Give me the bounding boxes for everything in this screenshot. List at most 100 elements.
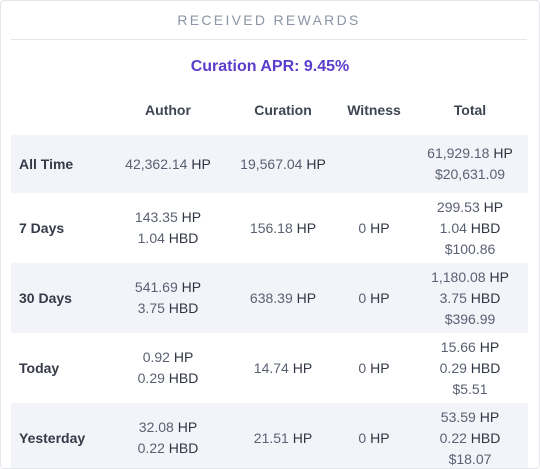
amount-unit: HP — [302, 155, 326, 172]
amount-value: 61,929.18 — [427, 145, 490, 161]
row-label: 7 Days — [19, 220, 65, 236]
amount-unit: HP — [292, 219, 317, 236]
amount-unit: HP — [177, 279, 202, 295]
amount-line: 19,567.04 HP — [240, 154, 326, 175]
amount-line: $396.99 — [445, 309, 496, 330]
column-header-total: Total — [453, 102, 487, 118]
witness-cell: 0 HP — [341, 333, 407, 403]
amount-value: 1,180.08 — [431, 268, 486, 285]
amount-unit: HP — [475, 338, 500, 355]
amount-line: 15.66 HP — [441, 337, 499, 358]
amount-unit: HBD — [164, 370, 199, 386]
amount-value: 299.53 — [436, 198, 480, 215]
amount-value: 32.08 — [138, 419, 174, 435]
amount-line: 1.04 HBD — [440, 218, 501, 239]
curation-cell: 21.51 HP — [233, 403, 333, 468]
amount-line: 3.75 HBD — [138, 298, 199, 319]
total-cell: 15.66 HP 0.29 HBD $5.51 — [411, 333, 529, 403]
author-cell: 0.92 HP 0.29 HBD — [113, 333, 223, 403]
amount-value: 42,362.14 — [125, 155, 188, 172]
amount-line: 0 HP — [358, 288, 389, 309]
amount-value: $18.07 — [448, 450, 492, 467]
total-cell: 1,180.08 HP 3.75 HBD $396.99 — [411, 263, 529, 333]
row-label: 30 Days — [19, 290, 72, 306]
row-label: Yesterday — [19, 430, 86, 446]
author-cell: 42,362.14 HP — [113, 135, 223, 193]
amount-value: 0 — [358, 219, 367, 236]
amount-line: 3.75 HBD — [440, 288, 501, 309]
amount-line: $100.86 — [445, 239, 496, 260]
card-title: RECEIVED REWARDS — [11, 1, 527, 40]
amount-line: 53.59 HP — [441, 407, 499, 428]
amount-line: 0.92 HP — [143, 347, 194, 368]
amount-unit: HBD — [164, 300, 199, 316]
author-cell: 143.35 HP 1.04 HBD — [113, 193, 223, 263]
amount-line: 0.29 HBD — [138, 368, 199, 389]
amount-unit: HP — [288, 359, 313, 376]
curation-cell: 19,567.04 HP — [233, 135, 333, 193]
amount-line: 32.08 HP — [139, 417, 197, 438]
amount-line: 21.51 HP — [254, 428, 312, 449]
curation-cell: 638.39 HP — [233, 263, 333, 333]
table-row: 30 Days 541.69 HP 3.75 HBD 638.39 HP 0 HP 1,1… — [11, 263, 528, 333]
amount-line: 299.53 HP — [437, 197, 503, 218]
amount-line: $18.07 — [449, 449, 492, 469]
amount-unit: HBD — [466, 359, 501, 376]
witness-cell — [341, 135, 407, 193]
amount-unit: HP — [292, 289, 317, 306]
amount-unit: HP — [288, 429, 313, 446]
amount-unit: HP — [485, 268, 509, 285]
total-cell: 299.53 HP 1.04 HBD $100.86 — [411, 193, 529, 263]
amount-line: 638.39 HP — [250, 288, 316, 309]
amount-value: 1.04 — [137, 230, 165, 246]
amount-value: $396.99 — [444, 310, 496, 327]
amount-unit: HP — [366, 219, 390, 236]
amount-value: 1.04 — [439, 219, 467, 236]
amount-value: 541.69 — [134, 279, 178, 295]
amount-value: 0 — [358, 289, 367, 306]
amount-line: 14.74 HP — [254, 358, 312, 379]
amount-line: 1,180.08 HP — [431, 267, 509, 288]
amount-unit: HBD — [466, 289, 501, 306]
witness-cell: 0 HP — [341, 193, 407, 263]
amount-value: 156.18 — [249, 219, 293, 236]
amount-value: 14.74 — [253, 359, 289, 376]
amount-value: 0.29 — [439, 359, 467, 376]
total-cell: 61,929.18 HP $20,631.09 — [411, 135, 529, 193]
amount-value: 638.39 — [249, 289, 293, 306]
table-row: Yesterday 32.08 HP 0.22 HBD 21.51 HP 0 HP 53.… — [11, 403, 528, 469]
amount-value: 143.35 — [134, 209, 178, 225]
curation-cell: 14.74 HP — [233, 333, 333, 403]
amount-unit: HBD — [164, 230, 199, 246]
amount-value: 53.59 — [440, 408, 476, 425]
amount-unit: HP — [489, 145, 513, 161]
row-label: Today — [19, 360, 60, 376]
amount-unit: HBD — [164, 440, 199, 456]
amount-value: 21.51 — [253, 429, 289, 446]
amount-line: 0.22 HBD — [138, 438, 199, 459]
amount-line: 0.22 HBD — [440, 428, 501, 449]
table-row: Today 0.92 HP 0.29 HBD 14.74 HP 0 HP 15.66 HP… — [11, 333, 528, 403]
amount-unit: HP — [177, 209, 202, 225]
amount-value: $5.51 — [452, 380, 488, 397]
amount-line: 0 HP — [358, 218, 389, 239]
amount-unit: HP — [366, 289, 390, 306]
amount-unit: HBD — [466, 429, 501, 446]
amount-value: $20,631.09 — [434, 166, 506, 182]
column-header-witness: Witness — [347, 102, 401, 118]
amount-value: 0.29 — [137, 370, 165, 386]
amount-unit: HP — [173, 419, 198, 435]
amount-unit: HP — [169, 349, 194, 365]
table-row: All Time 42,362.14 HP 19,567.04 HP 61,929.1… — [11, 135, 528, 193]
amount-unit: HP — [479, 198, 504, 215]
table-row: 7 Days 143.35 HP 1.04 HBD 156.18 HP 0 HP 299.… — [11, 193, 528, 263]
witness-cell: 0 HP — [341, 403, 407, 468]
author-cell: 32.08 HP 0.22 HBD — [113, 403, 223, 468]
column-header-author: Author — [145, 102, 191, 118]
amount-value: 0.22 — [137, 440, 165, 456]
amount-value: 0 — [358, 359, 367, 376]
amount-line: $5.51 — [452, 379, 487, 400]
amount-line: $20,631.09 — [435, 164, 505, 185]
column-header-curation: Curation — [254, 102, 312, 118]
